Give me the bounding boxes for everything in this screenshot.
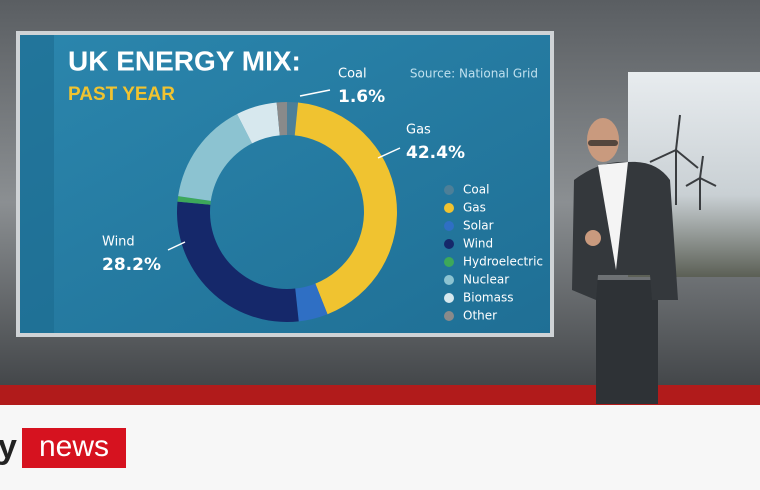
- callout-line: [299, 89, 331, 97]
- legend-swatch: [444, 203, 454, 213]
- callout-name: Wind: [102, 235, 135, 250]
- legend-label: Hydroelectric: [463, 255, 543, 269]
- donut-segment: [178, 113, 253, 201]
- donut-segment: [295, 283, 328, 322]
- legend-swatch: [444, 239, 454, 249]
- legend-swatch: [444, 275, 454, 285]
- legend-swatch: [444, 293, 454, 303]
- chart-screen: [20, 35, 550, 333]
- wind-turbines: [649, 114, 717, 210]
- callout-name: Coal: [338, 67, 367, 82]
- screen-edge: [20, 35, 54, 333]
- studio-stripe: [0, 385, 760, 405]
- legend-swatch: [444, 185, 454, 195]
- legend-label: Biomass: [463, 291, 513, 305]
- legend-label: Gas: [463, 201, 486, 215]
- donut-segment: [276, 102, 287, 136]
- value-label: 1.6%: [338, 87, 385, 107]
- legend-label: Nuclear: [463, 273, 509, 287]
- callout-line: [377, 147, 401, 159]
- callout-line: [167, 241, 186, 251]
- legend-label: Other: [463, 309, 497, 323]
- source-note: Source: National Grid: [410, 67, 538, 81]
- logo-prefix: y: [0, 428, 17, 466]
- logo-box: [22, 428, 126, 468]
- value-label: 28.2%: [102, 255, 161, 275]
- donut-segment: [237, 102, 280, 144]
- callout-name: Gas: [406, 123, 431, 138]
- donut-segment: [287, 102, 299, 136]
- logo-name: news: [39, 430, 109, 463]
- value-label: 42.4%: [406, 143, 465, 163]
- chart-title: UK ENERGY MIX:: [68, 45, 301, 76]
- legend-swatch: [444, 257, 454, 267]
- lower-band: [0, 405, 760, 490]
- legend-label: Solar: [463, 219, 494, 233]
- donut-segment: [177, 196, 211, 205]
- presenter: [572, 118, 678, 404]
- donut-segment: [294, 102, 398, 315]
- legend-swatch: [444, 311, 454, 321]
- donut-segment: [177, 201, 299, 322]
- legend-label: Wind: [463, 237, 493, 251]
- chart-subtitle: PAST YEAR: [68, 84, 175, 105]
- legend-swatch: [444, 221, 454, 231]
- legend-label: Coal: [463, 183, 489, 197]
